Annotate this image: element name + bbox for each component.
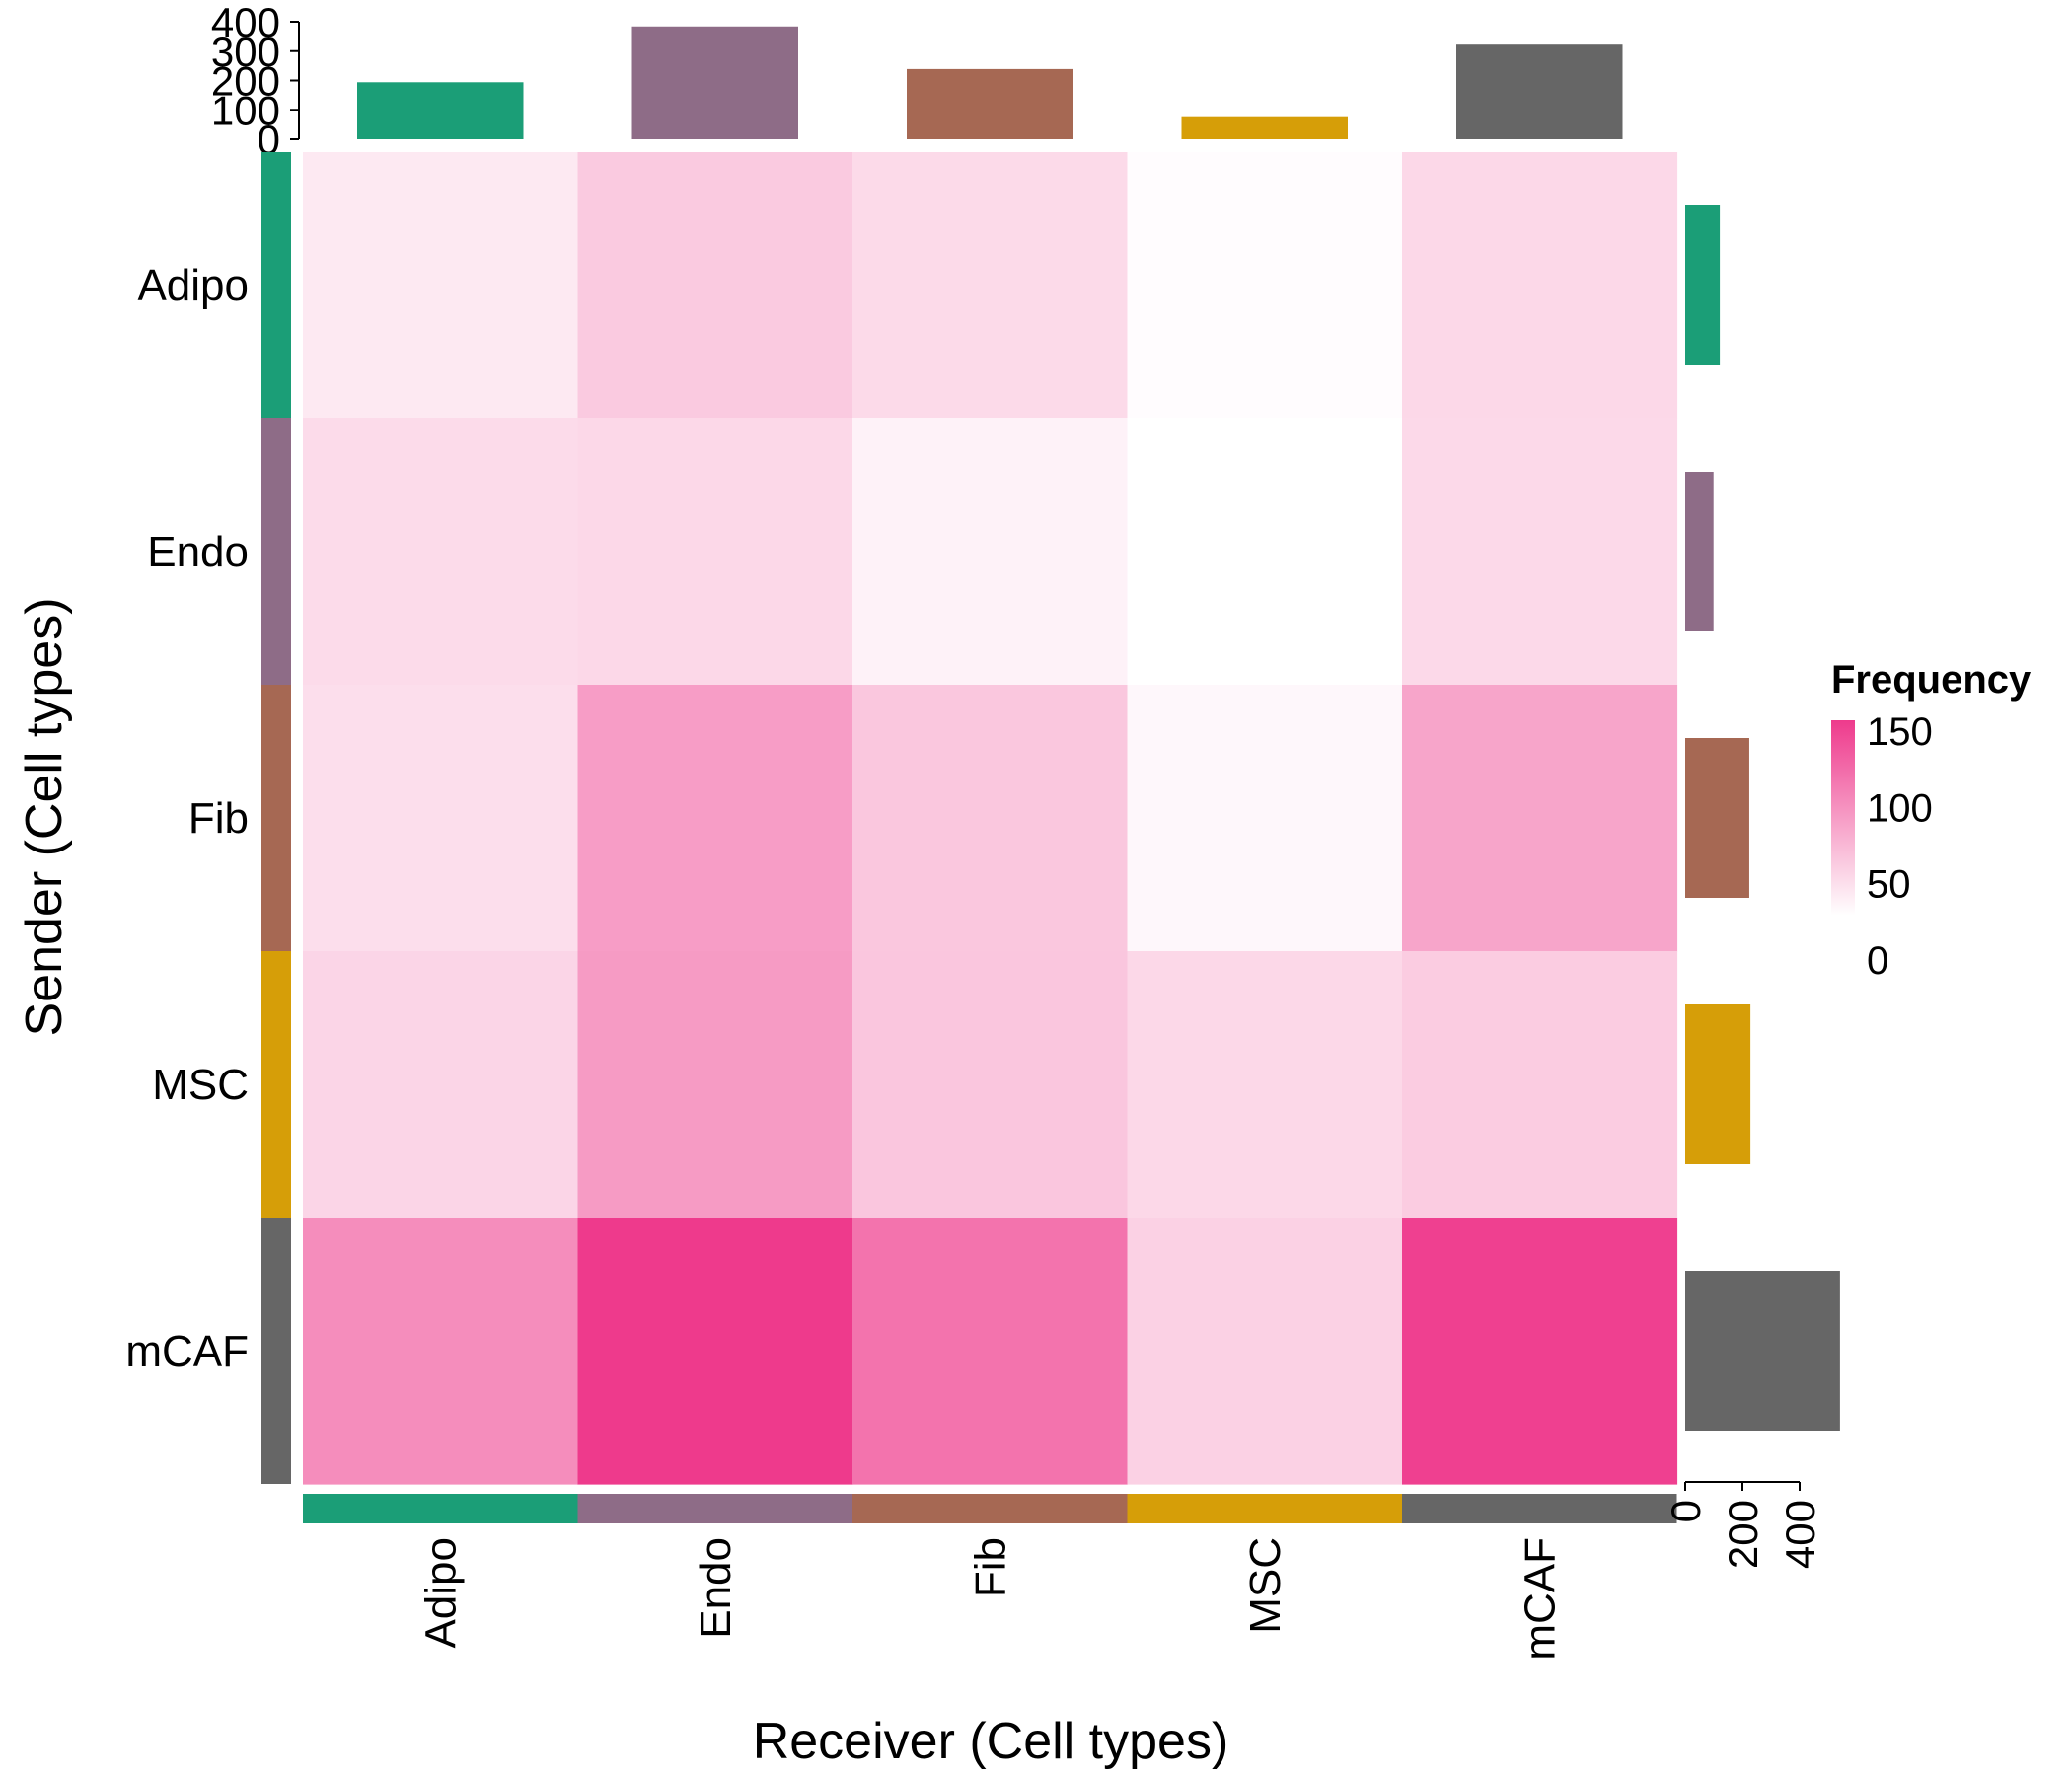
x-axis-label: Receiver (Cell types) — [753, 1713, 1229, 1770]
column-total-bar — [1181, 116, 1348, 139]
legend-title: Frequency — [1831, 658, 2032, 702]
column-annotation-cell — [1127, 1494, 1402, 1523]
heatmap-cell — [852, 685, 1129, 952]
heatmap-cell — [303, 152, 579, 419]
row-total-axis: 0 200 400 — [1663, 1481, 1823, 1569]
heatmap-cell — [1127, 951, 1403, 1219]
heatmap-cell — [1127, 418, 1403, 686]
legend-tick-label: 50 — [1867, 863, 1911, 907]
heatmap-cell — [1127, 685, 1403, 952]
column-total-tick-label: 300 — [211, 29, 280, 75]
row-annotation-cell — [261, 685, 291, 951]
heatmap-cell — [577, 152, 853, 419]
heatmap-cell — [577, 1218, 853, 1485]
row-total-bar — [1685, 472, 1714, 631]
legend-tick-label: 150 — [1867, 710, 1933, 754]
heatmap-cell — [852, 1218, 1129, 1485]
column-annotation-cell — [577, 1494, 852, 1523]
row-label: MSC — [152, 1061, 249, 1109]
column-total-bar — [631, 26, 798, 139]
heatmap-cell — [1402, 152, 1678, 419]
heatmap-cell — [1402, 418, 1678, 686]
column-total-tick-label: 0 — [258, 116, 280, 163]
column-labels: Adipo Endo Fib MSC mCAF — [416, 1537, 1564, 1661]
row-total-bar — [1685, 1271, 1840, 1431]
legend-color-bar — [1831, 720, 1855, 916]
column-total-bar — [1456, 44, 1623, 139]
heatmap-cell — [577, 951, 853, 1219]
row-label: Endo — [147, 528, 249, 576]
column-total-tick-label: 100 — [211, 87, 280, 133]
row-total-bar — [1685, 738, 1749, 898]
heatmap-cell — [1402, 1218, 1678, 1485]
column-total-tick-label: 400 — [211, 0, 280, 45]
y-axis-label: Sender (Cell types) — [16, 597, 73, 1036]
heatmap-cell — [577, 418, 853, 686]
column-label: Endo — [692, 1537, 740, 1639]
heatmap-cell — [303, 951, 579, 1219]
row-annotation-cell — [261, 152, 291, 418]
row-total-tick-label: 0 — [1663, 1500, 1709, 1522]
row-total-bar — [1685, 205, 1721, 365]
row-total-tick-label: 400 — [1777, 1500, 1823, 1569]
row-label: Adipo — [137, 261, 249, 310]
column-annotation-cell — [852, 1494, 1128, 1523]
heatmap-cell — [1127, 1218, 1403, 1485]
row-annotation-cell — [261, 1218, 291, 1484]
heatmap-cell — [1402, 951, 1678, 1219]
column-total-tick-label: 200 — [211, 58, 280, 105]
heatmap-cell — [852, 418, 1129, 686]
column-label: Fib — [966, 1537, 1014, 1597]
heatmap-cell — [303, 418, 579, 686]
column-label: MSC — [1241, 1537, 1290, 1634]
legend-tick-label: 100 — [1867, 786, 1933, 830]
row-total-barplot — [1685, 205, 1840, 1431]
color-legend: Frequency 150 100 50 0 — [1831, 658, 2032, 983]
column-total-bar — [907, 68, 1073, 139]
heatmap-cell — [1127, 152, 1403, 419]
column-annotation-cell — [303, 1494, 578, 1523]
heatmap-cell — [1402, 685, 1678, 952]
row-total-bar — [1685, 1004, 1751, 1164]
heatmap-cell — [577, 685, 853, 952]
column-total-bar — [357, 82, 524, 139]
heatmap-cells — [303, 152, 1678, 1485]
column-label: mCAF — [1516, 1537, 1564, 1661]
heatmap-cell — [303, 685, 579, 952]
row-annotation-cell — [261, 418, 291, 685]
legend-ticks: 150 100 50 0 — [1867, 710, 1933, 983]
heatmap-cell — [303, 1218, 579, 1485]
row-label: mCAF — [125, 1327, 249, 1375]
row-annotation-cell — [261, 951, 291, 1218]
column-annotation-cell — [1402, 1494, 1677, 1523]
heatmap-cell — [852, 152, 1129, 419]
row-label: Fib — [188, 794, 249, 843]
row-annotation-strip — [261, 152, 291, 1484]
row-total-tick-label: 200 — [1720, 1500, 1766, 1569]
column-total-barplot — [357, 26, 1623, 139]
legend-tick-label: 0 — [1867, 939, 1888, 983]
column-annotation-strip — [303, 1494, 1677, 1523]
row-labels: Adipo Endo Fib MSC mCAF — [125, 261, 249, 1375]
heatmap-cell — [852, 951, 1129, 1219]
column-label: Adipo — [416, 1537, 465, 1649]
